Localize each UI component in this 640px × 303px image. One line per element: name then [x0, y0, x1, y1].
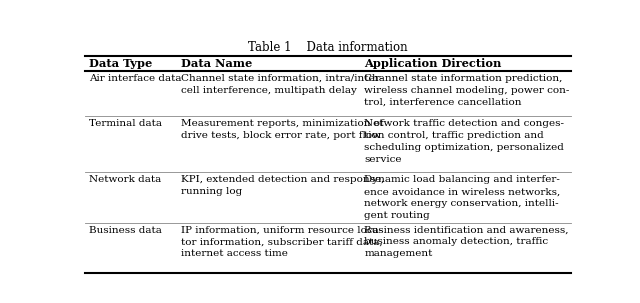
Text: Terminal data: Terminal data	[89, 119, 162, 128]
Text: Channel state information, intra/inter-
cell interference, multipath delay: Channel state information, intra/inter- …	[180, 74, 383, 95]
Text: Network traffic detection and conges-
tion control, traffic prediction and
sched: Network traffic detection and conges- ti…	[364, 119, 564, 164]
Text: Network data: Network data	[89, 175, 161, 185]
Text: Data Name: Data Name	[180, 58, 252, 69]
Text: Business data: Business data	[89, 225, 162, 235]
Text: KPI, extended detection and response,
running log: KPI, extended detection and response, ru…	[180, 175, 384, 196]
Text: Channel state information prediction,
wireless channel modeling, power con-
trol: Channel state information prediction, wi…	[364, 74, 570, 107]
Text: Data Type: Data Type	[89, 58, 152, 69]
Text: Measurement reports, minimization of
drive tests, block error rate, port flow: Measurement reports, minimization of dri…	[180, 119, 383, 140]
Text: Air interface data: Air interface data	[89, 74, 181, 83]
Text: Table 1    Data information: Table 1 Data information	[248, 42, 408, 55]
Text: IP information, uniform resource loca-
tor information, subscriber tariff data,
: IP information, uniform resource loca- t…	[180, 225, 382, 258]
Text: Application Direction: Application Direction	[364, 58, 502, 69]
Text: Dynamic load balancing and interfer-
ence avoidance in wireless networks,
networ: Dynamic load balancing and interfer- enc…	[364, 175, 561, 220]
Text: Business identification and awareness,
business anomaly detection, traffic
manag: Business identification and awareness, b…	[364, 225, 569, 258]
